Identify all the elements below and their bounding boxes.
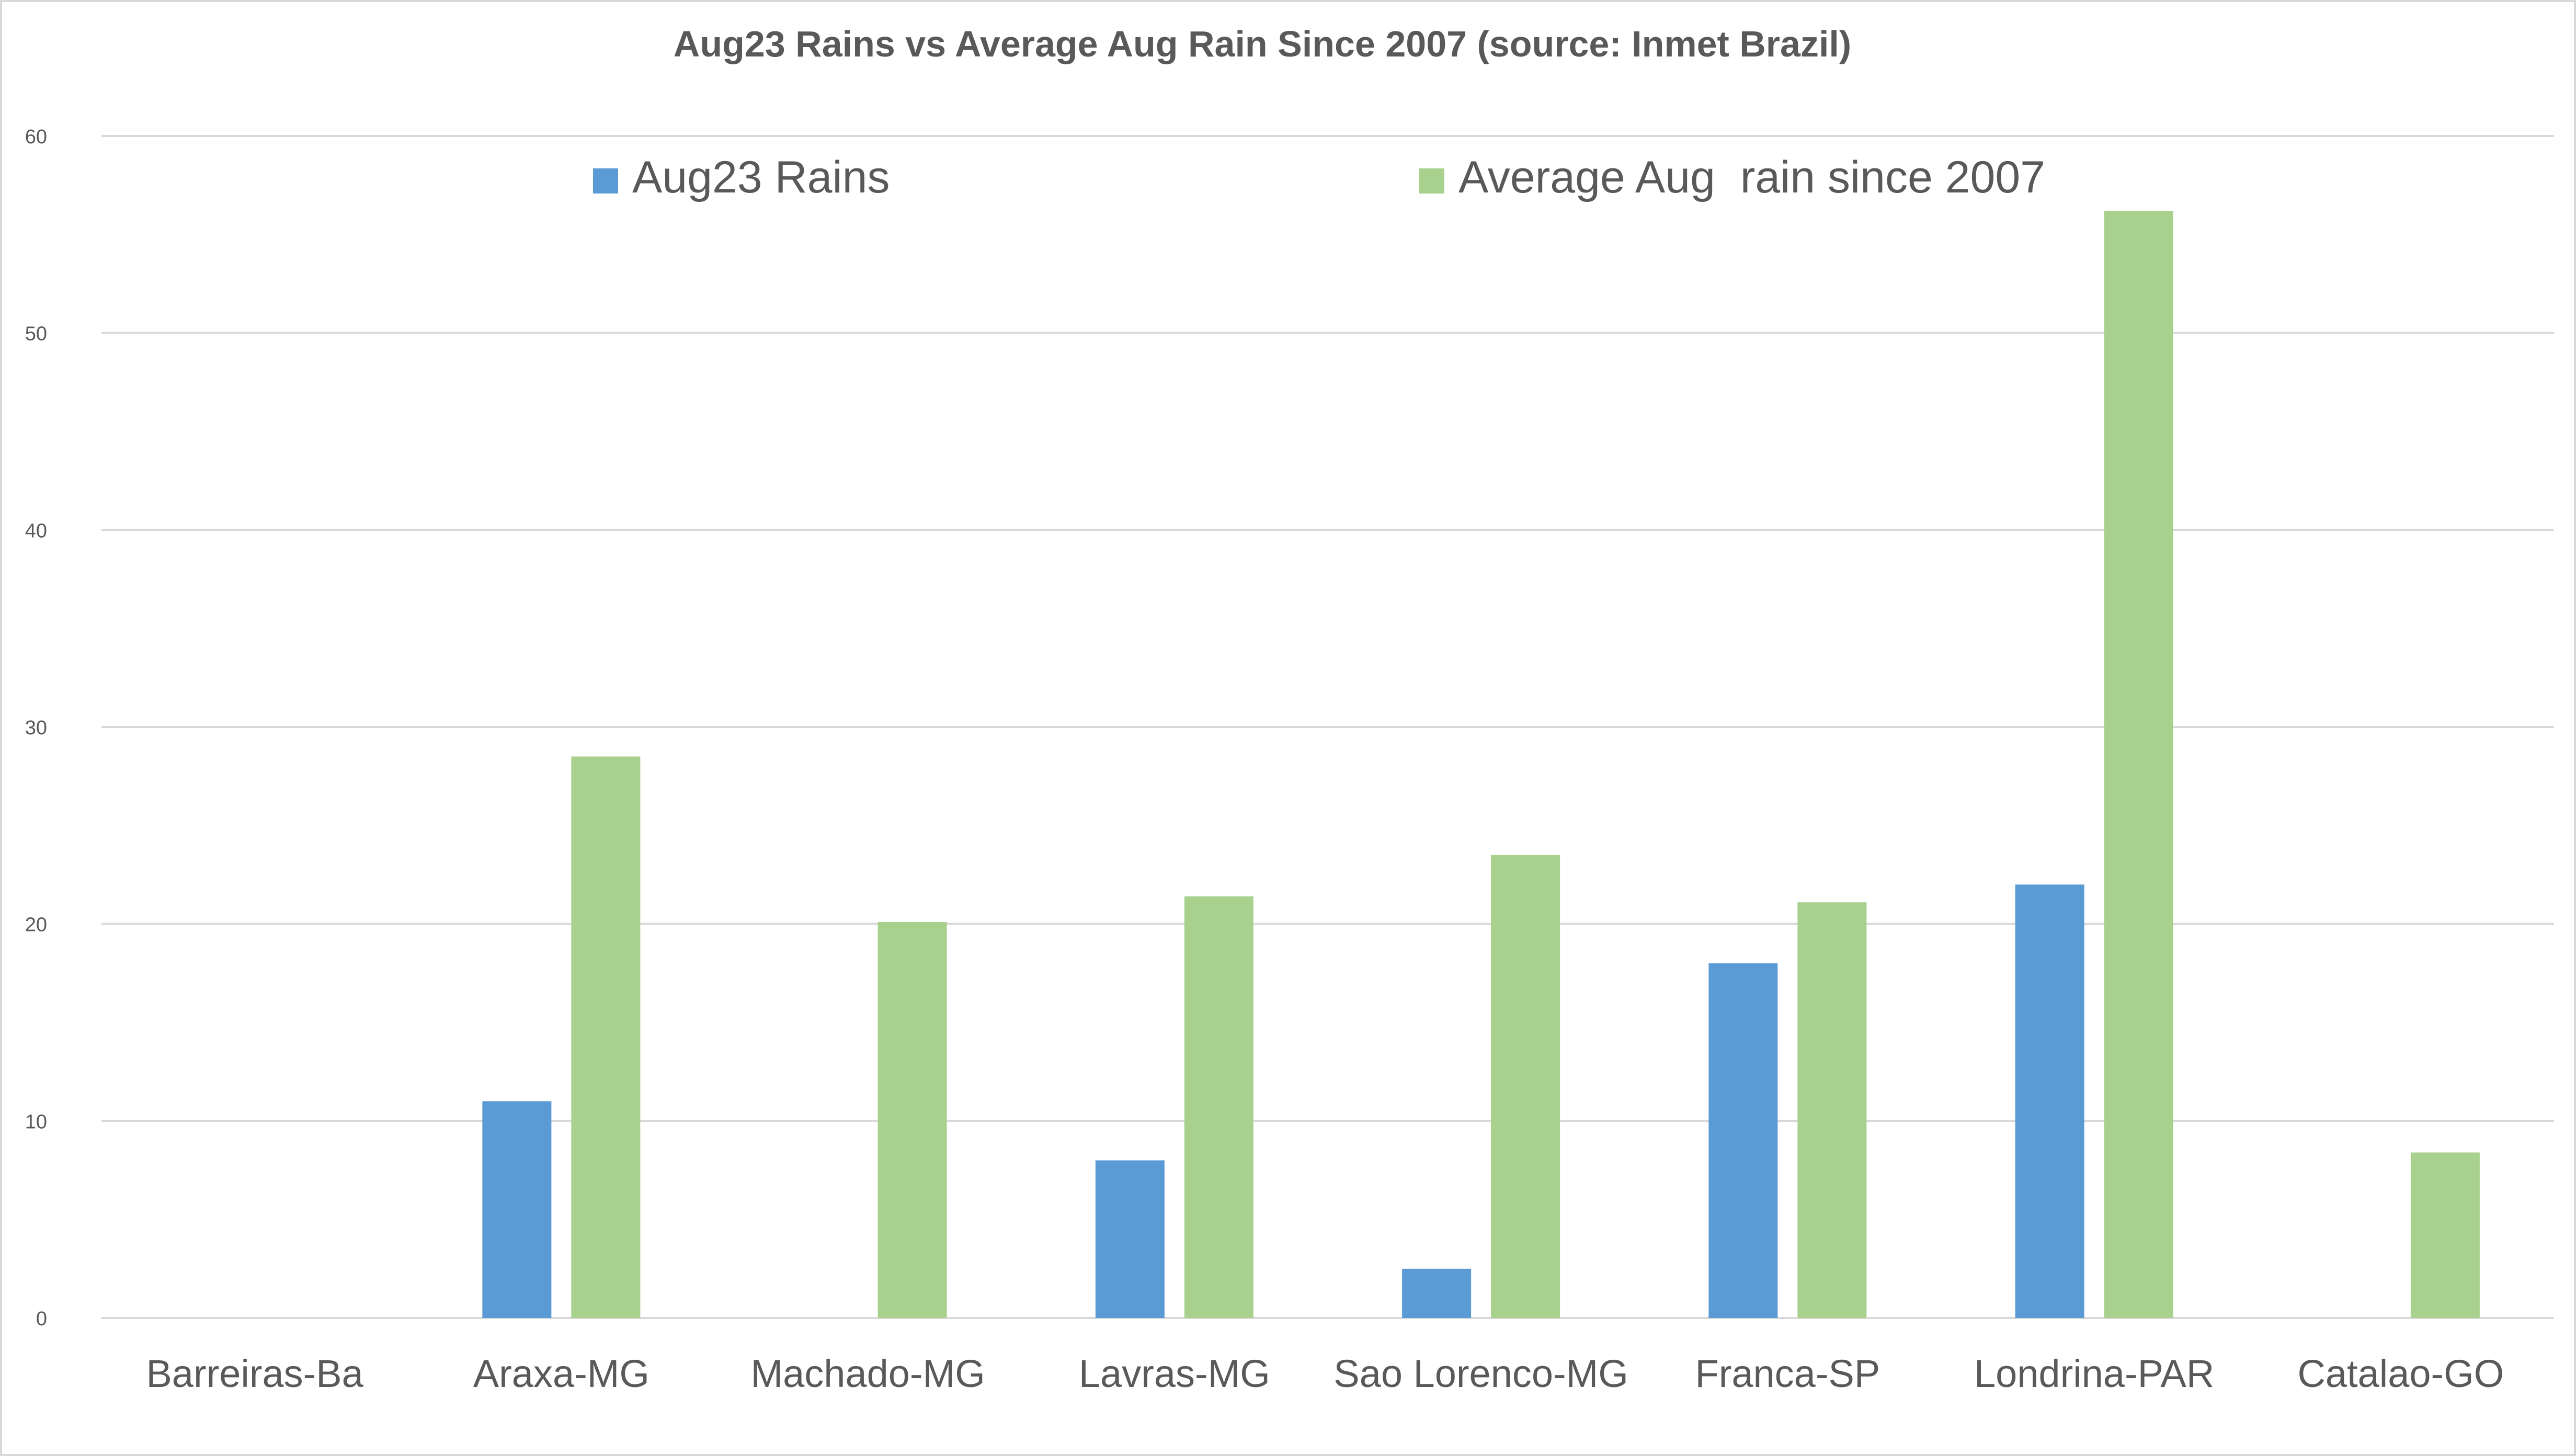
legend: Aug23 Rains Average Aug rain since 2007 (593, 152, 2045, 202)
bar-average-3 (1184, 896, 1253, 1318)
bar-average-2 (877, 922, 947, 1318)
legend-swatch-aug23 (593, 168, 618, 194)
bar-aug23-6 (2015, 884, 2084, 1318)
chart-title: Aug23 Rains vs Average Aug Rain Since 20… (674, 24, 1851, 64)
x-axis-categories: Barreiras-Ba Araxa-MG Machado-MG Lavras-MG S… (146, 1352, 2504, 1395)
y-tick-label: 10 (25, 1111, 47, 1133)
category-label: Araxa-MG (473, 1352, 649, 1395)
gridlines (101, 135, 2554, 1319)
bar-aug23-4 (1402, 1268, 1472, 1318)
bar-aug23-1 (482, 1101, 552, 1318)
legend-label-average: Average Aug rain since 2007 (1458, 152, 2045, 202)
legend-label-aug23: Aug23 Rains (632, 152, 890, 202)
y-tick-label: 30 (25, 717, 47, 739)
bars (482, 211, 2480, 1318)
category-label: Lavras-MG (1079, 1352, 1270, 1395)
category-label: Londrina-PAR (1974, 1352, 2214, 1395)
legend-swatch-average (1419, 168, 1444, 194)
category-label: Franca-SP (1695, 1352, 1880, 1395)
category-label: Barreiras-Ba (146, 1352, 363, 1395)
category-label: Machado-MG (750, 1352, 985, 1395)
bar-average-7 (2410, 1152, 2480, 1318)
y-tick-label: 50 (25, 323, 47, 345)
bar-aug23-5 (1708, 963, 1778, 1318)
bar-average-5 (1797, 902, 1867, 1318)
bar-average-6 (2104, 211, 2173, 1318)
y-tick-label: 40 (25, 520, 47, 542)
bar-average-4 (1491, 855, 1560, 1318)
y-tick-label: 0 (36, 1308, 47, 1330)
y-axis-ticks: 0 10 20 30 40 50 60 (25, 126, 47, 1330)
bar-aug23-3 (1095, 1160, 1165, 1318)
y-tick-label: 60 (25, 126, 47, 148)
category-label: Sao Lorenco-MG (1333, 1352, 1628, 1395)
y-tick-label: 20 (25, 914, 47, 936)
category-label: Catalao-GO (2297, 1352, 2504, 1395)
bar-average-1 (571, 756, 641, 1318)
